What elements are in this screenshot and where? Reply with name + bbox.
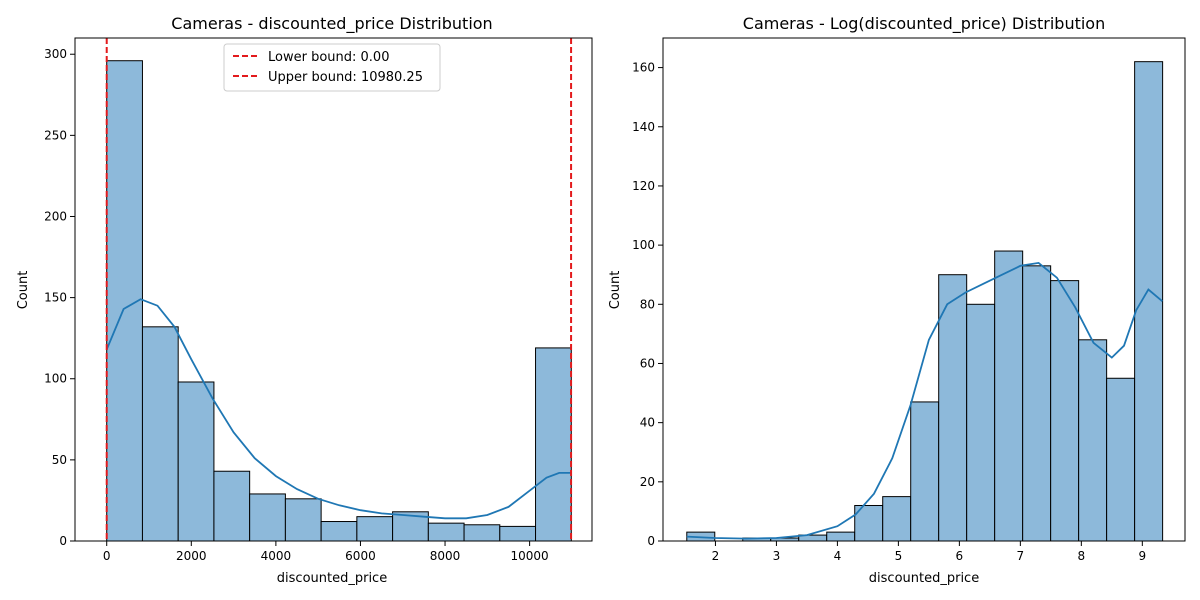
legend-box (223, 43, 441, 92)
histogram-discounted-price: Cameras - discounted_price Distribution … (16, 14, 593, 586)
x-tick-label: 6000 (345, 549, 376, 563)
x-tick-label: 8000 (430, 549, 461, 563)
y-tick-label: 150 (44, 291, 67, 305)
kde-line (686, 261, 1163, 540)
legend: Lower bound: 0.00 Upper bound: 10980.25 (223, 43, 441, 92)
histogram-bar (826, 531, 856, 542)
y-tick-label: 250 (44, 128, 67, 142)
plot-frame (74, 37, 593, 542)
kde-line (105, 298, 572, 520)
y-tick-label: 0 (59, 534, 67, 548)
x-tick-label: 3 (773, 549, 781, 563)
histogram-bar (213, 470, 251, 542)
histogram-bar (910, 401, 940, 542)
histogram-bar (427, 522, 465, 542)
y-tick-label: 300 (44, 47, 67, 61)
histogram-bar (1106, 377, 1136, 542)
y-tick-label: 100 (632, 238, 655, 252)
x-axis-label: discounted_price (869, 571, 979, 586)
y-tick-label: 40 (640, 416, 655, 430)
y-tick-label: 80 (640, 297, 655, 311)
x-tick-label: 5 (895, 549, 903, 563)
histogram-bar (966, 303, 996, 542)
y-tick-label: 160 (632, 61, 655, 75)
legend-label-lower-bound: Lower bound: 0.00 (268, 50, 389, 65)
x-tick-label: 4 (834, 549, 842, 563)
plot-frame (662, 37, 1186, 542)
x-tick-label: 7 (1017, 549, 1025, 563)
histogram-bar (938, 274, 968, 542)
histogram-bar (463, 524, 501, 542)
y-tick-label: 0 (647, 534, 655, 548)
x-tick-label: 9 (1138, 549, 1146, 563)
legend-label-upper-bound: Upper bound: 10980.25 (268, 70, 423, 85)
histogram-log-discounted-price: Cameras - Log(discounted_price) Distribu… (608, 14, 1186, 586)
histogram-bar (882, 496, 912, 542)
y-axis-label: Count (16, 271, 31, 310)
x-tick-label: 10000 (511, 549, 549, 563)
x-tick-label: 8 (1078, 549, 1086, 563)
histogram-bar (1078, 339, 1108, 542)
chart-title: Cameras - Log(discounted_price) Distribu… (743, 14, 1105, 34)
histogram-bar (535, 347, 572, 542)
histogram-bar (1050, 280, 1080, 542)
histogram-bar (141, 326, 179, 542)
x-tick-label: 2 (712, 549, 720, 563)
histogram-bar (1134, 61, 1164, 542)
histogram-bar (177, 381, 215, 542)
y-axis-label: Count (608, 271, 623, 310)
y-tick-label: 100 (44, 372, 67, 386)
y-tick-label: 20 (640, 475, 655, 489)
y-tick-label: 60 (640, 356, 655, 370)
x-tick-label: 2000 (176, 549, 207, 563)
histogram-bar (1022, 265, 1052, 542)
histogram-bar (356, 516, 394, 542)
x-tick-label: 4000 (261, 549, 292, 563)
histogram-bar (249, 493, 286, 542)
histogram-bar (994, 250, 1024, 542)
histogram-bar (499, 525, 537, 542)
chart-title: Cameras - discounted_price Distribution (171, 14, 492, 34)
x-axis-label: discounted_price (277, 571, 387, 586)
histogram-bar (284, 498, 322, 542)
histogram-bar (320, 521, 358, 542)
x-tick-label: 0 (103, 549, 111, 563)
y-tick-label: 120 (632, 179, 655, 193)
y-tick-label: 50 (52, 453, 67, 467)
x-tick-label: 6 (956, 549, 964, 563)
y-tick-label: 140 (632, 120, 655, 134)
y-tick-label: 200 (44, 209, 67, 223)
